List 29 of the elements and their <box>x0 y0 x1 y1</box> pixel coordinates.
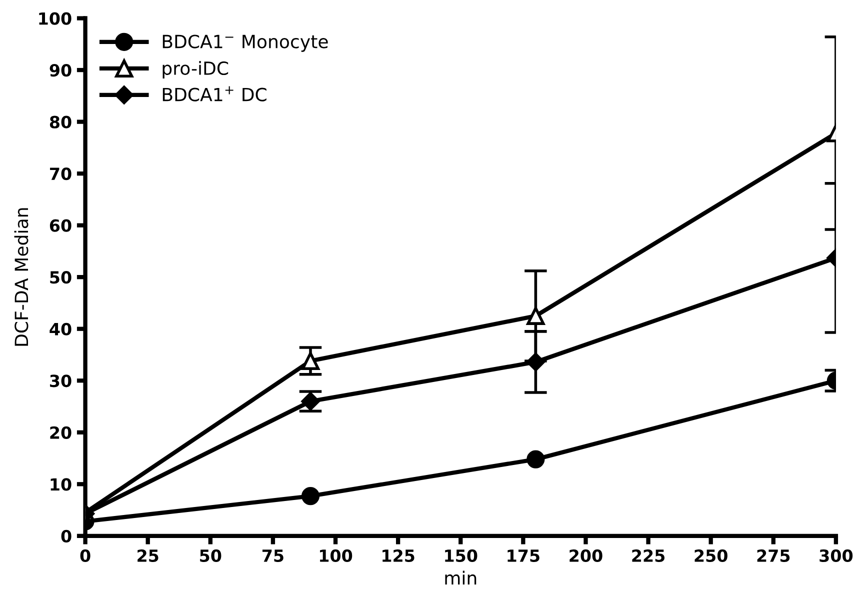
x-tick-label: 250 <box>694 549 728 562</box>
x-tick-label: 50 <box>200 549 222 562</box>
x-tick-label: 225 <box>632 549 665 562</box>
x-tick-label: 75 <box>262 550 284 562</box>
y-tick-label: 60 <box>50 219 72 232</box>
y-tick-label: 0 <box>61 530 72 542</box>
y-tick-label: 20 <box>50 426 72 439</box>
y-tick-label: 10 <box>50 478 72 491</box>
y-tick-label: 30 <box>50 374 72 388</box>
x-tick-label: 150 <box>445 549 478 562</box>
y-tick-label: 70 <box>50 168 72 180</box>
x-tick-label: 100 <box>320 549 352 562</box>
x-tick-label: 0 <box>80 549 90 562</box>
x-tick-label: 275 <box>757 549 790 562</box>
x-tick-label: 125 <box>382 549 414 562</box>
x-tick-label: 300 <box>820 549 853 562</box>
y-tick-label: 100 <box>39 12 72 25</box>
x-tick-label: 200 <box>570 549 602 562</box>
x-axis-title: min <box>445 570 476 585</box>
legend-label: BDCA1$^{+}$ DC <box>162 86 266 102</box>
y-tick-label: 40 <box>50 322 72 336</box>
y-tick-label: 80 <box>50 116 72 128</box>
y-tick-label: 50 <box>50 271 72 284</box>
x-tick-label: 175 <box>508 550 540 562</box>
legend-label: BDCA1$^{−}$ Monocyte <box>162 34 328 52</box>
y-axis-title: DCF-DA Median <box>14 208 28 346</box>
x-tick-label: 25 <box>138 549 158 562</box>
y-tick-label: 90 <box>50 64 72 77</box>
legend-label: pro-iDC <box>162 61 228 79</box>
